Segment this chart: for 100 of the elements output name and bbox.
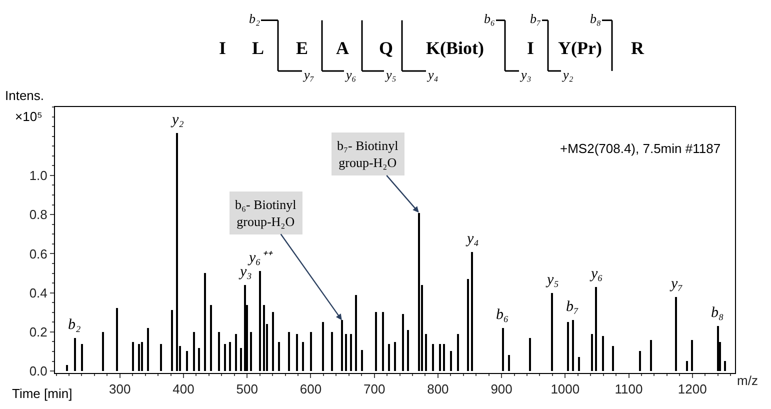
bar <box>508 355 510 371</box>
x-tick-label: 1200 <box>678 382 707 397</box>
bar <box>235 334 237 371</box>
bar <box>457 334 459 371</box>
annotation: y₆ <box>589 266 603 282</box>
text: b₂ <box>249 11 260 26</box>
x-tick-label: 1100 <box>614 382 643 397</box>
annotation: y₆⁺⁺ <box>247 250 273 266</box>
text: R <box>631 38 645 58</box>
bar <box>425 334 427 371</box>
x-tick-label: 700 <box>363 382 386 397</box>
text: I <box>219 38 226 58</box>
text: E <box>296 38 308 58</box>
bar <box>210 305 212 371</box>
bar <box>551 293 553 371</box>
x-tick-label: 1000 <box>550 382 580 397</box>
bar <box>141 342 143 371</box>
bar <box>467 279 469 371</box>
annotation: b₂ <box>68 317 81 333</box>
bar <box>591 334 593 371</box>
text: ×10⁵ <box>15 109 42 124</box>
bar <box>567 322 569 371</box>
text: y₃ <box>519 67 532 82</box>
bar <box>402 314 404 371</box>
bar <box>204 273 206 371</box>
bar <box>471 252 473 371</box>
bar <box>439 344 441 371</box>
bar <box>322 322 324 371</box>
y-tick-label: 0.0 <box>29 364 48 379</box>
bar <box>691 340 693 371</box>
text: y₄ <box>426 67 439 82</box>
bar <box>388 344 390 371</box>
bar <box>595 287 597 371</box>
bar <box>81 344 83 371</box>
annotation: b₆- Biotinyl group-H₂O <box>235 197 297 229</box>
x-tick-label: 300 <box>109 382 131 397</box>
bar <box>572 320 574 371</box>
text: b₇ <box>530 11 542 26</box>
bar <box>147 328 149 371</box>
y-tick-label: 0.8 <box>29 207 48 222</box>
bar <box>361 350 363 371</box>
annotation: y₄ <box>465 231 479 247</box>
bar <box>350 334 352 371</box>
bar <box>171 310 173 371</box>
text: Time [min] <box>12 386 72 401</box>
text: I <box>527 38 534 58</box>
text: Y(Pr) <box>558 38 602 58</box>
bar <box>259 271 261 371</box>
bar <box>375 312 377 371</box>
bar <box>193 332 195 371</box>
y-tick-label: 0.6 <box>29 246 48 262</box>
x-tick-label: 900 <box>490 382 512 397</box>
bar <box>675 297 677 371</box>
text: L <box>252 38 264 58</box>
bar <box>302 342 304 371</box>
bar <box>116 308 118 371</box>
bar <box>132 342 134 371</box>
text: y₇ <box>302 67 315 82</box>
bar <box>432 344 434 371</box>
bar <box>394 342 396 371</box>
text: y₂ <box>561 67 574 82</box>
bar <box>724 361 726 371</box>
annotation: y₂ <box>170 112 184 128</box>
bar <box>502 328 504 371</box>
bar <box>288 332 290 371</box>
annotation: b₇ <box>566 299 579 315</box>
bar <box>382 312 384 371</box>
annotation: y₇ <box>669 276 683 292</box>
x-axis-title: m/z <box>737 373 758 388</box>
text: y₅ <box>384 67 396 82</box>
bar <box>240 348 242 371</box>
bar <box>578 357 580 371</box>
bar <box>345 334 347 371</box>
bar <box>407 330 409 371</box>
annotation: +MS2(708.4), 7.5min #1187 <box>560 141 721 156</box>
annotation: b₆ <box>496 307 509 323</box>
bar <box>176 133 178 371</box>
bar <box>272 312 274 371</box>
text: y₆ <box>344 67 356 82</box>
x-tick-label: 400 <box>172 382 194 397</box>
bar <box>355 295 357 371</box>
bar <box>529 338 531 371</box>
bar <box>450 351 452 371</box>
text: K(Biot) <box>426 38 484 58</box>
bar <box>310 332 312 371</box>
bar <box>331 332 333 371</box>
annotation: y₃ <box>238 264 252 280</box>
x-tick-label: 500 <box>236 382 258 397</box>
bar <box>250 332 252 371</box>
bar <box>443 344 445 371</box>
x-tick-label: 600 <box>300 382 322 397</box>
bar <box>229 342 231 371</box>
bar <box>186 351 188 371</box>
bar <box>717 326 719 371</box>
y-tick-label: 1.0 <box>29 168 48 184</box>
bar <box>278 342 280 371</box>
annotation: y₅ <box>545 272 559 288</box>
bar <box>218 332 220 371</box>
text: A <box>336 38 349 58</box>
bar <box>650 340 652 371</box>
